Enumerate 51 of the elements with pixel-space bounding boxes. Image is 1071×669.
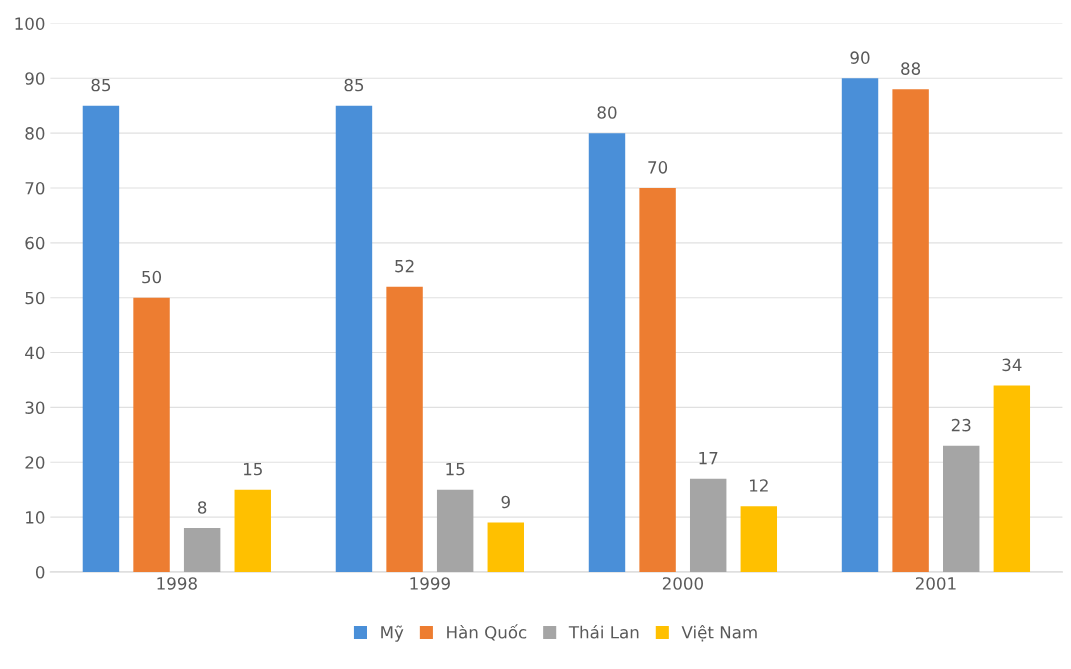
legend-label: Thái Lan (568, 625, 639, 639)
y-tick-label: 10 (26, 511, 45, 524)
bar (841, 78, 879, 572)
data-label: 34 (1002, 358, 1022, 372)
bar (82, 105, 120, 572)
y-tick-label: 60 (25, 236, 45, 250)
data-label: 50 (142, 270, 162, 284)
y-tick-label: 20 (25, 456, 45, 469)
bar (740, 506, 778, 572)
bar (436, 489, 474, 572)
bar (892, 89, 929, 572)
data-label: 85 (91, 78, 111, 92)
bar (639, 187, 676, 572)
data-label: 15 (243, 462, 262, 476)
bar (943, 445, 980, 572)
data-label: 70 (648, 161, 668, 174)
bar (386, 286, 423, 572)
x-tick-label: 1998 (157, 577, 197, 590)
y-tick-label: 90 (25, 72, 45, 85)
bar (487, 522, 524, 572)
y-tick-label: 0 (35, 565, 45, 579)
data-label: 23 (951, 418, 971, 432)
bar (234, 489, 271, 572)
bar (689, 478, 727, 572)
data-label: 88 (901, 62, 921, 75)
bar (183, 528, 221, 572)
data-label: 12 (750, 479, 768, 492)
y-tick-label: 100 (15, 17, 45, 30)
data-label: 80 (597, 106, 617, 119)
x-tick-label: 2001 (915, 577, 956, 590)
data-label: 8 (197, 501, 207, 514)
bar (588, 133, 626, 572)
bar (993, 385, 1031, 572)
y-tick-label: 30 (25, 401, 45, 414)
y-tick-label: 80 (25, 127, 45, 140)
legend-label: Hàn Quốc (447, 624, 527, 641)
data-label: 90 (850, 51, 870, 64)
data-label: 17 (699, 452, 718, 465)
y-tick-label: 50 (25, 291, 45, 305)
data-label: 9 (501, 495, 510, 509)
bar (335, 105, 373, 572)
data-label: 85 (344, 78, 364, 92)
x-tick-label: 2000 (662, 577, 703, 590)
y-tick-label: 40 (25, 346, 45, 360)
x-tick-label: 1999 (410, 577, 450, 590)
data-label: 15 (446, 462, 465, 476)
y-tick-label: 70 (25, 181, 45, 195)
data-label: 52 (395, 259, 414, 273)
legend-label: Mỹ (381, 625, 404, 642)
legend-label: Việt Nam (681, 625, 757, 642)
bar (133, 297, 170, 572)
